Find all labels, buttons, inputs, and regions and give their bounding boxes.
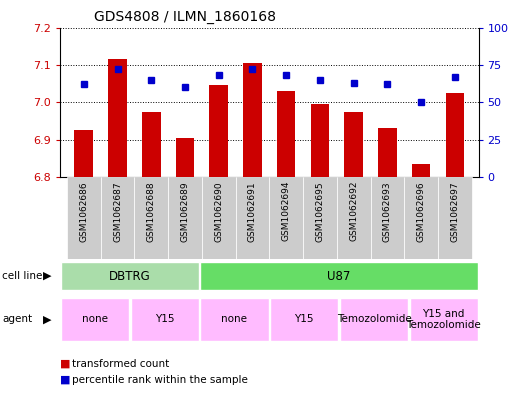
Text: GSM1062689: GSM1062689	[180, 181, 189, 242]
Bar	[243, 63, 262, 177]
Bar	[209, 85, 228, 177]
FancyBboxPatch shape	[202, 177, 235, 259]
Text: none: none	[221, 314, 247, 324]
FancyBboxPatch shape	[303, 177, 337, 259]
Bar	[108, 59, 127, 177]
Text: Y15: Y15	[294, 314, 314, 324]
FancyBboxPatch shape	[337, 177, 371, 259]
Text: cell line: cell line	[2, 271, 42, 281]
FancyBboxPatch shape	[200, 298, 269, 341]
Text: GSM1062692: GSM1062692	[349, 181, 358, 241]
Bar	[378, 129, 397, 177]
Bar	[412, 164, 430, 177]
Bar	[176, 138, 194, 177]
Text: transformed count: transformed count	[72, 358, 169, 369]
FancyBboxPatch shape	[61, 298, 129, 341]
Text: Temozolomide: Temozolomide	[337, 314, 411, 324]
Text: GSM1062696: GSM1062696	[417, 181, 426, 242]
FancyBboxPatch shape	[270, 298, 338, 341]
Text: ▶: ▶	[43, 271, 51, 281]
Text: GSM1062686: GSM1062686	[79, 181, 88, 242]
FancyBboxPatch shape	[340, 298, 408, 341]
Text: DBTRG: DBTRG	[109, 270, 151, 283]
Text: GDS4808 / ILMN_1860168: GDS4808 / ILMN_1860168	[94, 10, 276, 24]
Text: GSM1062690: GSM1062690	[214, 181, 223, 242]
FancyBboxPatch shape	[235, 177, 269, 259]
Bar	[277, 91, 295, 177]
FancyBboxPatch shape	[438, 177, 472, 259]
Text: ■: ■	[60, 375, 71, 385]
Text: GSM1062687: GSM1062687	[113, 181, 122, 242]
FancyBboxPatch shape	[371, 177, 404, 259]
FancyBboxPatch shape	[269, 177, 303, 259]
Bar	[74, 130, 93, 177]
Text: Y15 and
Temozolomide: Y15 and Temozolomide	[406, 309, 481, 330]
Text: agent: agent	[2, 314, 32, 324]
Text: GSM1062691: GSM1062691	[248, 181, 257, 242]
Text: percentile rank within the sample: percentile rank within the sample	[72, 375, 248, 385]
FancyBboxPatch shape	[200, 262, 478, 290]
Text: none: none	[82, 314, 108, 324]
Text: ■: ■	[60, 358, 71, 369]
Text: Y15: Y15	[155, 314, 175, 324]
FancyBboxPatch shape	[100, 177, 134, 259]
FancyBboxPatch shape	[61, 262, 199, 290]
FancyBboxPatch shape	[131, 298, 199, 341]
FancyBboxPatch shape	[134, 177, 168, 259]
FancyBboxPatch shape	[168, 177, 202, 259]
FancyBboxPatch shape	[67, 177, 100, 259]
FancyBboxPatch shape	[404, 177, 438, 259]
Text: ▶: ▶	[43, 314, 51, 324]
Text: GSM1062688: GSM1062688	[147, 181, 156, 242]
Text: GSM1062695: GSM1062695	[315, 181, 324, 242]
FancyBboxPatch shape	[410, 298, 478, 341]
Bar	[142, 112, 161, 177]
Bar	[345, 112, 363, 177]
Bar	[446, 93, 464, 177]
Text: GSM1062697: GSM1062697	[450, 181, 459, 242]
Bar	[311, 104, 329, 177]
Text: GSM1062694: GSM1062694	[282, 181, 291, 241]
Text: U87: U87	[327, 270, 351, 283]
Text: GSM1062693: GSM1062693	[383, 181, 392, 242]
